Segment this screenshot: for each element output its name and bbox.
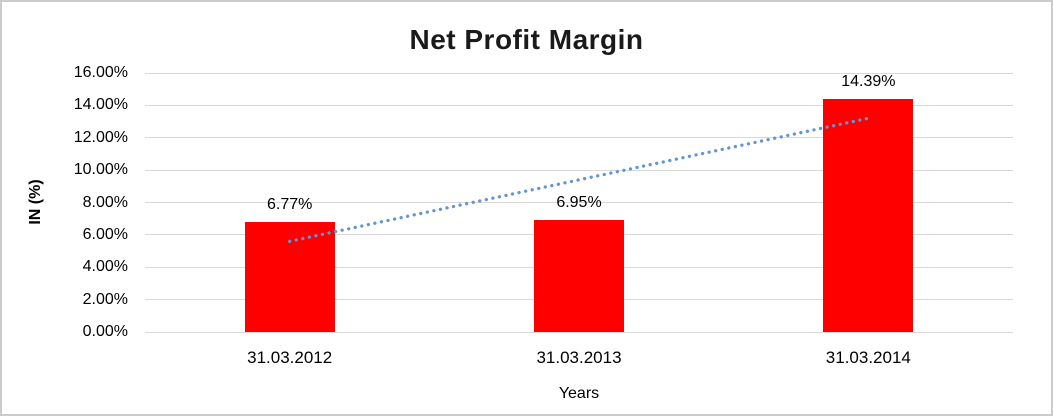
chart-title: Net Profit Margin	[409, 24, 644, 55]
gridline	[145, 202, 1013, 203]
data-label: 14.39%	[841, 73, 896, 91]
y-tick-label: 10.00%	[73, 161, 128, 179]
x-tick-label: 31.03.2013	[536, 348, 622, 367]
gridline	[145, 137, 1013, 139]
y-tick-label: 6.00%	[82, 225, 128, 243]
data-label: 6.77%	[266, 196, 313, 214]
y-tick-label: 8.00%	[82, 193, 128, 211]
trendline	[288, 116, 870, 244]
y-tick-label: 0.00%	[82, 323, 128, 340]
y-tick-label: 16.00%	[73, 64, 128, 81]
x-tick-label: 31.03.2012	[247, 348, 333, 367]
gridline	[145, 72, 1013, 74]
data-label: 6.95%	[556, 193, 602, 211]
x-axis-title: Years	[558, 385, 600, 402]
y-tick-label: 2.00%	[82, 290, 128, 308]
x-tick-label: 31.03.2014	[825, 348, 911, 367]
y-tick-label: 4.00%	[82, 258, 128, 276]
plot-area: 6.77% 6.95% 14.39%	[145, 72, 1013, 333]
bar-31.03.2014	[823, 99, 914, 332]
y-tick-label: 12.00%	[73, 128, 128, 146]
y-tick-label: 14.00%	[73, 96, 128, 114]
gridline	[145, 104, 1013, 106]
gridline	[145, 169, 1013, 171]
bar-31.03.2013	[534, 219, 624, 332]
gridline	[145, 331, 1013, 333]
y-axis-tick-labels: 16.00% 14.00% 12.00% 10.00% 8.00% 6.00% 4.00% 2…	[2, 64, 130, 340]
x-axis-tick-labels: 31.03.2012 31.03.2013 31.03.2014	[145, 348, 1013, 368]
